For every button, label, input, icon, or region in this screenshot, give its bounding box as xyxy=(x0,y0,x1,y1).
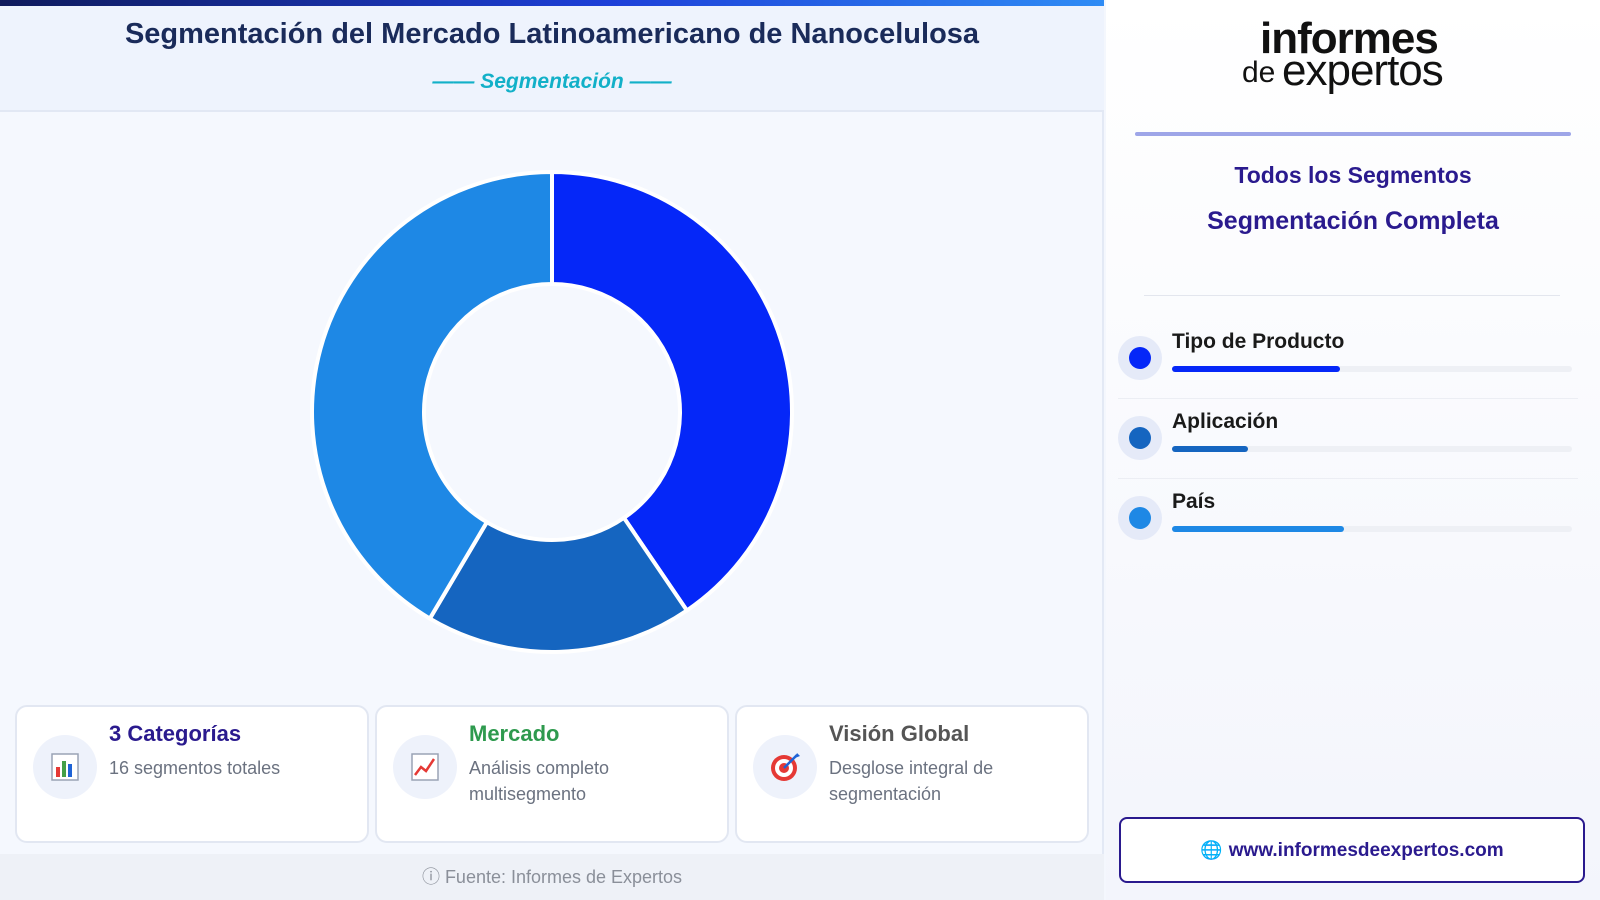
summary-cards: 3 Categorías 16 segmentos totales Mercad… xyxy=(15,705,1089,843)
sidebar: informes de expertos Todos los Segmentos… xyxy=(1106,0,1600,900)
donut-slice-2[interactable] xyxy=(310,169,554,622)
page-title: Segmentación del Mercado Latinoamericano… xyxy=(124,18,980,50)
card-title: Mercado xyxy=(469,721,560,746)
legend-dot-wrap xyxy=(1118,496,1162,540)
legend-item-aplicacion[interactable]: Aplicación xyxy=(1118,410,1578,490)
legend-bar-fill xyxy=(1172,526,1344,532)
legend-bar-fill xyxy=(1172,366,1340,372)
target-icon xyxy=(753,735,817,799)
legend-item-pais[interactable]: País xyxy=(1118,490,1578,570)
donut-slice-1[interactable] xyxy=(427,515,690,654)
page-subtitle: —— Segmentación —— xyxy=(432,70,672,93)
legend-bar-fill xyxy=(1172,446,1248,452)
trend-chart-icon xyxy=(393,735,457,799)
card-description: Desglose integral de segmentación xyxy=(829,758,994,804)
legend-dot-wrap xyxy=(1118,416,1162,460)
header: Segmentación del Mercado Latinoamericano… xyxy=(0,6,1104,112)
legend-separator xyxy=(1118,398,1578,399)
legend-dot-wrap xyxy=(1118,336,1162,380)
website-url: www.informesdeexpertos.com xyxy=(1228,840,1504,861)
donut-chart xyxy=(300,160,804,664)
summary-card-global: Visión Global Desglose integral de segme… xyxy=(735,705,1089,843)
source-footer: ⓘ Fuente: Informes de Expertos xyxy=(0,854,1104,900)
legend-dot xyxy=(1129,347,1151,369)
card-description: Análisis completo multisegmento xyxy=(469,758,610,804)
logo-line1: informes xyxy=(1260,14,1439,63)
legend-dot xyxy=(1129,427,1151,449)
card-description: 16 segmentos totales xyxy=(109,758,281,778)
legend-dot xyxy=(1129,507,1151,529)
globe-icon: 🌐 xyxy=(1200,840,1223,860)
sidebar-divider-thin xyxy=(1144,295,1560,296)
legend-separator xyxy=(1118,478,1578,479)
legend-bar-track xyxy=(1172,526,1572,532)
logo-line3: expertos xyxy=(1282,46,1444,95)
brand-logo: informes de expertos xyxy=(1106,14,1600,104)
legend-label: Tipo de Producto xyxy=(1172,330,1345,353)
legend-bar-track xyxy=(1172,446,1572,452)
legend-label: País xyxy=(1172,490,1216,513)
website-link[interactable]: 🌐 www.informesdeexpertos.com xyxy=(1119,817,1585,883)
summary-card-market: Mercado Análisis completo multisegmento xyxy=(375,705,729,843)
sidebar-subheading: Segmentación Completa xyxy=(1207,207,1499,235)
legend-item-tipo-de-producto[interactable]: Tipo de Producto xyxy=(1118,330,1578,410)
donut-chart-svg xyxy=(310,169,794,654)
sidebar-heading: Todos los Segmentos xyxy=(1234,162,1472,188)
bar-chart-icon xyxy=(33,735,97,799)
summary-card-categories: 3 Categorías 16 segmentos totales xyxy=(15,705,369,843)
card-title: Visión Global xyxy=(829,721,970,746)
main-panel: Segmentación del Mercado Latinoamericano… xyxy=(0,0,1104,900)
legend-bar-track xyxy=(1172,366,1572,372)
sidebar-divider xyxy=(1135,132,1571,136)
top-accent-bar xyxy=(0,0,1104,6)
card-title: 3 Categorías xyxy=(109,721,242,746)
logo-line2: de xyxy=(1242,56,1276,89)
legend-label: Aplicación xyxy=(1172,410,1279,433)
donut-slice-0[interactable] xyxy=(550,169,794,614)
